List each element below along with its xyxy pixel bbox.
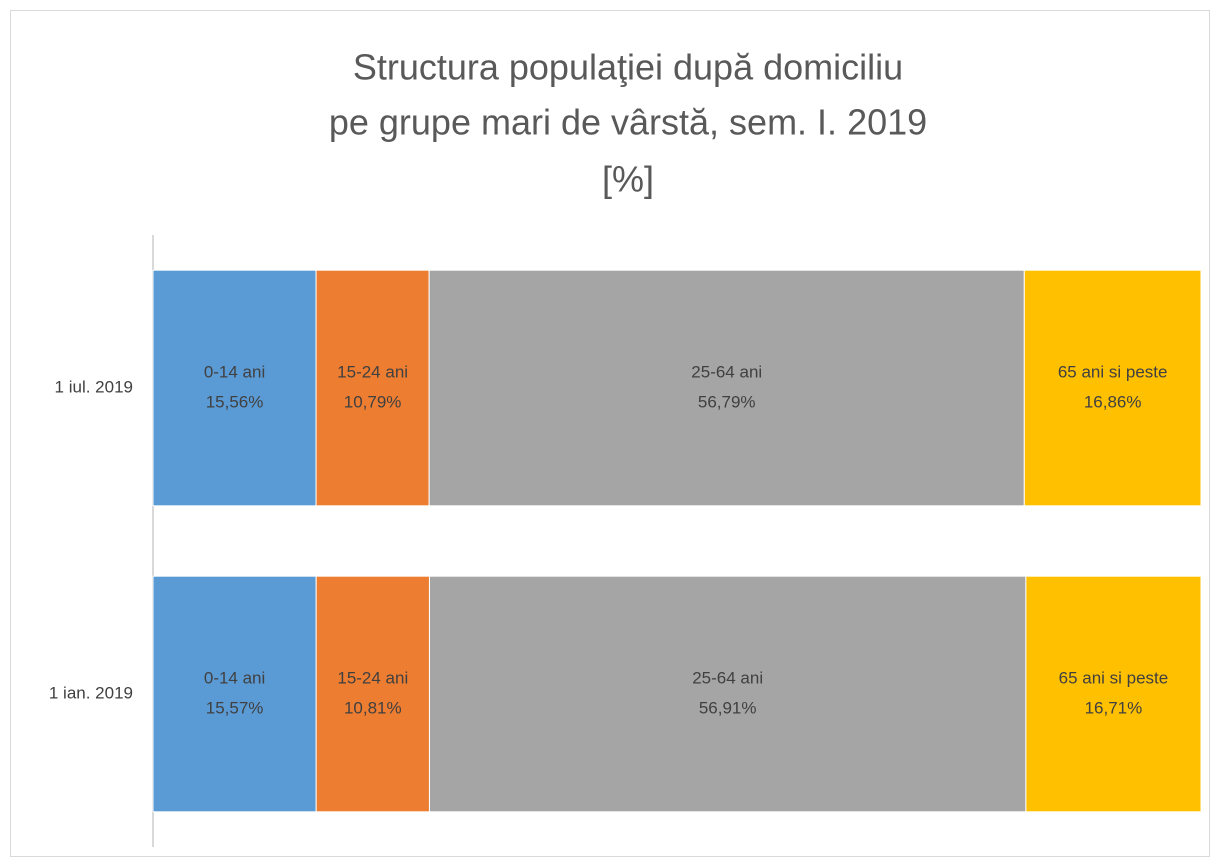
data-label-name: 15-24 ani [337, 668, 408, 687]
bar-segment [152, 269, 317, 507]
data-label-name: 25-64 ani [691, 362, 762, 381]
y-tick-label: 1 ian. 2019 [49, 683, 133, 702]
chart-title: pe grupe mari de vârstă, sem. I. 2019 [329, 102, 927, 143]
y-tick-label: 1 iul. 2019 [55, 377, 133, 396]
data-label-name: 0-14 ani [204, 668, 265, 687]
data-label: 16,86% [1084, 392, 1142, 411]
bar-segment [1025, 575, 1202, 813]
data-label-name: 65 ani si peste [1059, 668, 1169, 687]
data-label: 16,71% [1085, 698, 1143, 717]
data-label: 56,79% [698, 392, 756, 411]
data-label: 15,57% [206, 698, 264, 717]
data-label-name: 0-14 ani [204, 362, 265, 381]
bar-segment [1023, 269, 1202, 507]
bar-segment [152, 575, 317, 813]
data-label: 10,79% [344, 392, 402, 411]
bar-segment [428, 575, 1027, 813]
data-label: 56,91% [699, 698, 757, 717]
data-label-name: 25-64 ani [692, 668, 763, 687]
data-label-name: 15-24 ani [337, 362, 408, 381]
chart-title: Structura populaţiei după domiciliu [353, 47, 903, 88]
data-label: 10,81% [344, 698, 402, 717]
bar-segment [315, 269, 430, 507]
bar-segment [428, 269, 1025, 507]
bar-segment [315, 575, 430, 813]
chart-title: [%] [602, 159, 654, 200]
data-label-name: 65 ani si peste [1058, 362, 1168, 381]
data-label: 15,56% [206, 392, 264, 411]
